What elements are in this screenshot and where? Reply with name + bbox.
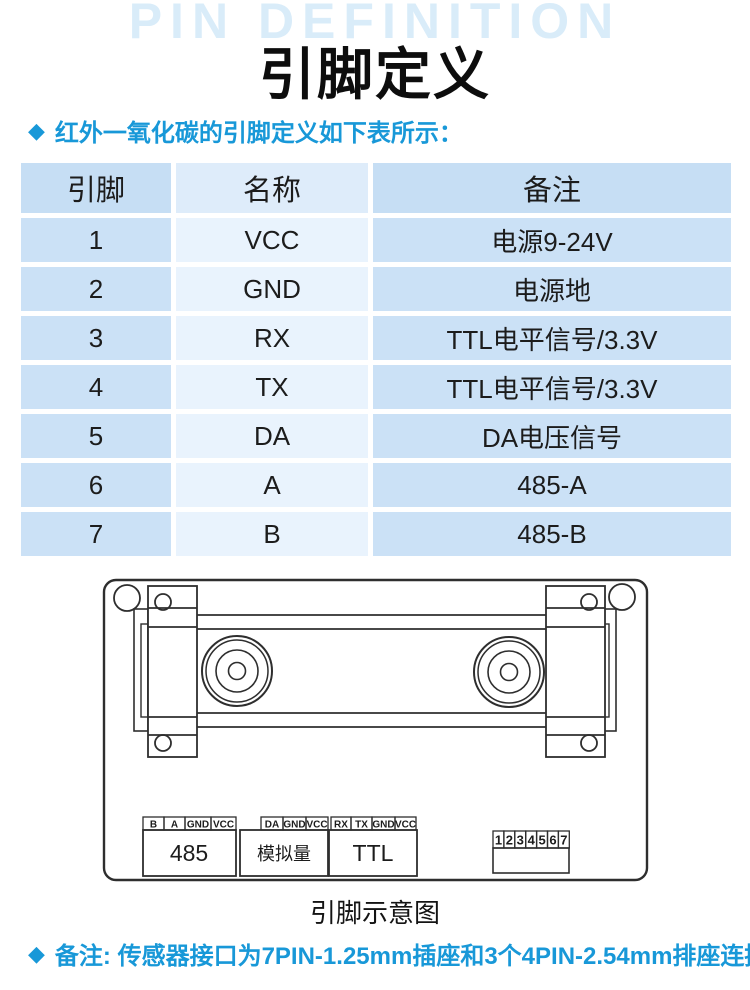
table-cell: 2	[21, 267, 171, 311]
pcb-outline	[102, 578, 649, 882]
right-lens-icon	[473, 636, 545, 708]
diagram-caption: 引脚示意图	[309, 898, 440, 928]
table-header-pin: 引脚	[21, 163, 171, 213]
pin-schematic-diagram: B A GND VCC 485 DA GND VCC 模拟量	[95, 570, 655, 890]
intro-line: ◆ 红外一氧化碳的引脚定义如下表所示：	[28, 113, 463, 148]
table-cell: TTL电平信号/3.3V	[373, 365, 731, 409]
pin-label: TX	[355, 820, 368, 831]
table-header-remark: 备注	[373, 163, 731, 213]
pin-label: VCC	[306, 820, 327, 831]
table-cell: 6	[21, 463, 171, 507]
pin-label: VCC	[213, 820, 234, 831]
table-cell: 485-A	[373, 463, 731, 507]
table-cell: DA电压信号	[373, 414, 731, 458]
table-cell: 4	[21, 365, 171, 409]
mount-hole-icon	[608, 583, 636, 611]
mount-hole-icon	[113, 584, 141, 612]
pin-label: DA	[265, 820, 279, 831]
watermark-text: PIN DEFINITION	[128, 0, 622, 49]
table-cell: 1	[21, 218, 171, 262]
pin-label: RX	[334, 820, 348, 831]
tube-body	[148, 614, 602, 728]
table-cell: 电源9-24V	[373, 218, 731, 262]
pin-label: VCC	[395, 820, 416, 831]
pin-number: 5	[538, 833, 545, 848]
diamond-bullet-icon: ◆	[28, 940, 45, 966]
connector-485-label: 485	[170, 840, 208, 866]
table-cell: A	[176, 463, 368, 507]
pin-number: 4	[528, 833, 536, 848]
connector-7pin: 1 2 3 4 5 6 7	[492, 830, 570, 874]
pin-label: GND	[372, 820, 394, 831]
table-cell: 7	[21, 512, 171, 556]
pin-label: GND	[187, 820, 209, 831]
pin-definition-table: 引脚 名称 备注 1 VCC 电源9-24V 2 GND 电源地 3 RX TT…	[21, 163, 731, 556]
pin-label: B	[150, 820, 157, 831]
left-bracket	[147, 585, 198, 758]
connector-analog-label: 模拟量	[257, 844, 311, 864]
pin-number: 2	[506, 833, 513, 848]
pin-number: 3	[517, 833, 524, 848]
pin-number: 6	[549, 833, 556, 848]
left-lens-icon	[201, 635, 273, 707]
table-cell: 3	[21, 316, 171, 360]
table-header-name: 名称	[176, 163, 368, 213]
pin-label: A	[171, 820, 178, 831]
intro-text: 红外一氧化碳的引脚定义如下表所示：	[54, 120, 463, 147]
page-title: 引脚定义	[259, 43, 491, 106]
table-cell: TTL电平信号/3.3V	[373, 316, 731, 360]
diamond-bullet-icon: ◆	[28, 117, 45, 143]
connector-ttl: RX TX GND VCC TTL	[328, 816, 418, 877]
connector-analog: DA GND VCC 模拟量	[239, 816, 329, 877]
table-cell: DA	[176, 414, 368, 458]
table-cell: VCC	[176, 218, 368, 262]
table-cell: 485-B	[373, 512, 731, 556]
pin-label: GND	[283, 820, 305, 831]
connector-485: B A GND VCC 485	[142, 816, 237, 877]
table-cell: TX	[176, 365, 368, 409]
table-cell: 电源地	[373, 267, 731, 311]
pin-number: 1	[495, 833, 502, 848]
table-cell: GND	[176, 267, 368, 311]
note-text: 备注: 传感器接口为7PIN-1.25mm插座和3个4PIN-2.54mm排座连…	[54, 943, 750, 970]
pin-number: 7	[560, 833, 567, 848]
table-cell: RX	[176, 316, 368, 360]
connector-ttl-label: TTL	[353, 840, 394, 866]
table-cell: 5	[21, 414, 171, 458]
note-line: ◆ 备注: 传感器接口为7PIN-1.25mm插座和3个4PIN-2.54mm排…	[28, 936, 750, 971]
right-bracket	[545, 585, 606, 758]
table-cell: B	[176, 512, 368, 556]
